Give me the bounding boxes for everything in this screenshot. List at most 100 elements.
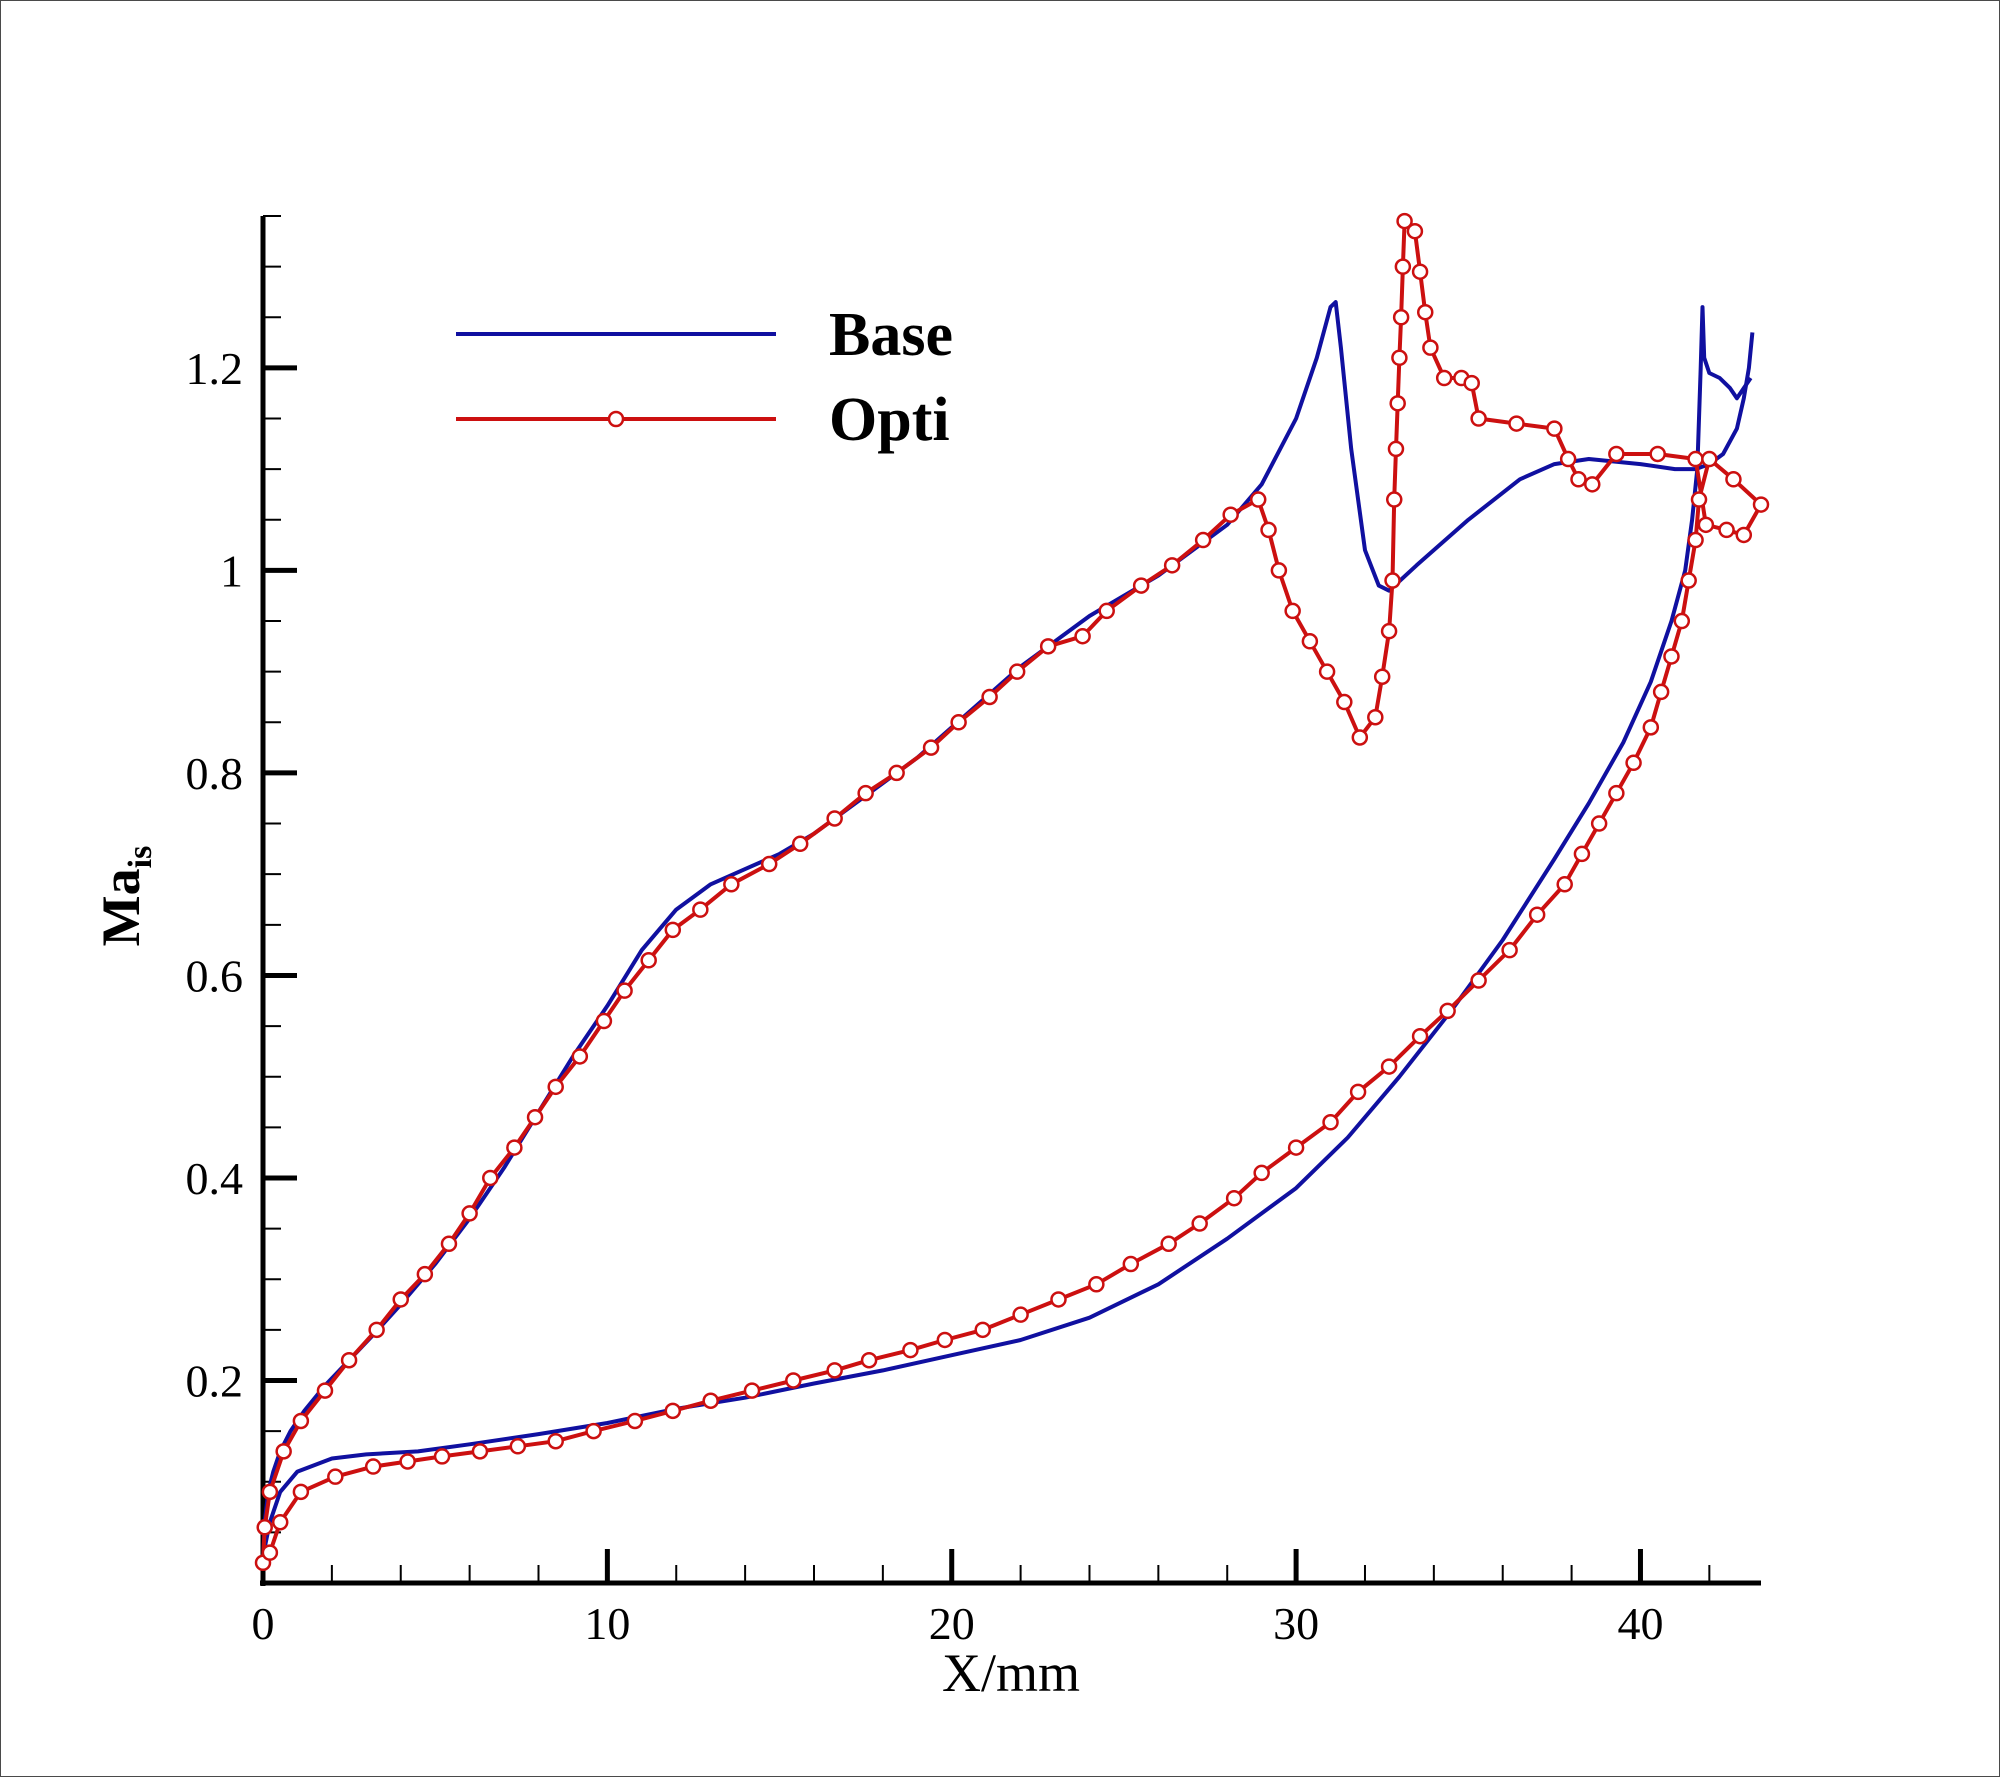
data-point — [1680, 572, 1697, 589]
data-point — [950, 714, 967, 731]
data-point — [1463, 374, 1480, 392]
data-point — [922, 739, 940, 756]
data-point — [526, 1108, 544, 1126]
data-point — [571, 1048, 589, 1065]
data-point — [1270, 562, 1288, 579]
legend-label: Opti — [829, 386, 950, 454]
data-point — [340, 1351, 358, 1369]
data-point — [1194, 531, 1212, 549]
legend-item-opti: Opti — [456, 386, 950, 454]
y-axis-title-main: Ma — [91, 868, 151, 946]
data-point — [261, 1483, 279, 1501]
data-point — [368, 1321, 385, 1339]
y-tick-label: 1.2 — [186, 343, 244, 394]
data-point — [626, 1412, 644, 1430]
x-axis-title: X/mm — [942, 1643, 1080, 1703]
data-point — [316, 1382, 334, 1399]
data-point — [826, 810, 843, 827]
data-point — [1163, 557, 1181, 574]
data-point — [1322, 1114, 1339, 1131]
data-point — [1642, 719, 1660, 736]
data-point — [1663, 648, 1680, 665]
data-point — [482, 1169, 499, 1187]
y-tick-label: 1 — [220, 545, 243, 596]
axes-group: 0 10 20 30 40 0.2 0.4 0.6 0.8 1 1.2 — [186, 215, 1761, 1649]
data-point — [292, 1483, 310, 1501]
data-point — [1012, 1306, 1029, 1323]
data-point — [271, 1513, 289, 1531]
data-point — [1673, 612, 1691, 630]
data-point — [1396, 212, 1413, 230]
data-point — [1287, 1139, 1305, 1156]
data-point — [1336, 693, 1353, 711]
data-point — [1697, 516, 1715, 534]
data-point — [416, 1265, 434, 1283]
data-point — [1435, 369, 1453, 387]
data-point — [1253, 1164, 1270, 1182]
data-point — [974, 1321, 991, 1339]
data-point — [664, 1402, 682, 1420]
data-point — [1301, 633, 1319, 650]
data-point — [1687, 531, 1704, 549]
data-point — [743, 1382, 761, 1399]
data-point — [640, 952, 657, 969]
data-point — [1249, 491, 1267, 508]
y-tick-label: 0.2 — [186, 1355, 244, 1406]
data-point — [1725, 471, 1742, 488]
data-point — [692, 901, 709, 918]
data-point — [1573, 845, 1591, 863]
data-point — [1008, 663, 1026, 680]
data-point — [1652, 683, 1670, 701]
series-3 — [254, 212, 1770, 1571]
data-point — [1385, 491, 1403, 508]
data-point — [327, 1468, 344, 1485]
data-point — [1735, 526, 1753, 544]
data-point — [1411, 1027, 1429, 1045]
data-point — [1718, 521, 1735, 539]
data-point — [936, 1331, 954, 1349]
data-point — [1470, 972, 1487, 989]
legend-item-base: Base — [456, 301, 953, 369]
data-point — [364, 1458, 382, 1475]
data-point — [275, 1443, 292, 1460]
data-point — [506, 1139, 523, 1156]
data-point — [1570, 471, 1587, 488]
data-point — [860, 1351, 878, 1369]
data-point — [1528, 906, 1546, 923]
data-point — [1625, 754, 1642, 772]
data-point — [1392, 309, 1410, 326]
data-point — [791, 835, 809, 853]
data-point — [461, 1205, 478, 1222]
y-tick-label: 0.8 — [186, 748, 244, 799]
data-point — [785, 1372, 802, 1389]
data-point — [1260, 521, 1277, 539]
data-point — [595, 1012, 613, 1030]
data-point — [902, 1341, 919, 1359]
data-point — [1649, 445, 1666, 463]
data-point — [1701, 450, 1718, 468]
data-point — [1687, 450, 1704, 468]
data-point — [1373, 668, 1391, 685]
data-point — [261, 1544, 279, 1561]
data-point — [1367, 708, 1384, 726]
data-point — [1039, 638, 1057, 655]
x-tick-label: 20 — [929, 1598, 975, 1649]
data-point — [1098, 602, 1115, 620]
data-point — [1608, 784, 1625, 802]
data-point — [509, 1438, 527, 1455]
data-point — [1416, 303, 1434, 321]
data-point — [547, 1432, 564, 1450]
data-point — [1608, 445, 1625, 463]
y-axis-title-text: Mais — [91, 846, 159, 947]
data-point — [1318, 663, 1336, 680]
data-point — [1380, 622, 1398, 640]
y-tick-label: 0.6 — [186, 950, 244, 1001]
data-point — [1470, 410, 1487, 427]
data-point — [981, 688, 998, 706]
x-tick-label: 0 — [252, 1598, 275, 1649]
data-point — [1050, 1291, 1067, 1308]
data-point — [616, 982, 633, 999]
data-point — [1690, 491, 1708, 508]
